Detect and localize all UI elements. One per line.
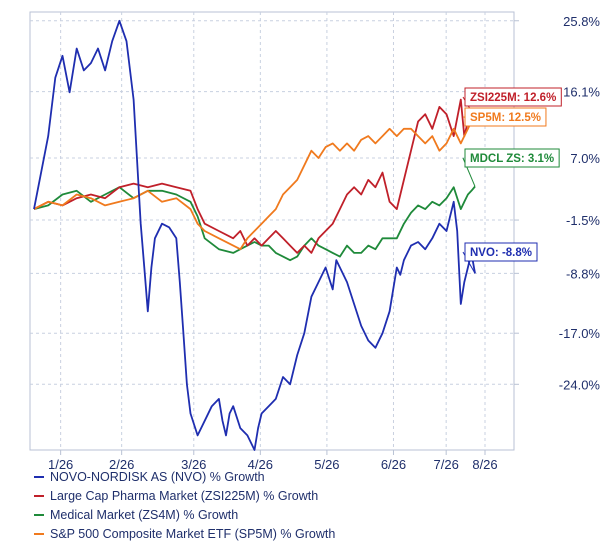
end-label-text: ZSI225M: 12.6% bbox=[470, 92, 556, 104]
legend-label: Medical Market (ZS4M) % Growth bbox=[50, 508, 238, 522]
x-tick-label: 1/26 bbox=[48, 457, 73, 472]
series-lines bbox=[33, 19, 476, 451]
legend-label: Large Cap Pharma Market (ZSI225M) % Grow… bbox=[50, 489, 318, 503]
series-line-0 bbox=[33, 19, 476, 451]
x-axis: 1/26 2/26 3/26 4/26 5/26 6/26 7/26 8/26 bbox=[48, 450, 498, 472]
x-tick-label: 7/26 bbox=[434, 457, 459, 472]
x-tick-label: 8/26 bbox=[472, 457, 497, 472]
end-label-0: NVO: -8.8% bbox=[462, 242, 538, 274]
plot-area bbox=[29, 11, 515, 451]
end-label-box bbox=[464, 87, 562, 107]
x-tick-label: 6/26 bbox=[381, 457, 406, 472]
end-label-3: SP5M: 12.5% bbox=[462, 107, 547, 127]
y-tick-label: -8.8% bbox=[566, 266, 600, 281]
series-line-1 bbox=[33, 98, 476, 254]
legend-label: NOVO-NORDISK AS (NVO) % Growth bbox=[50, 470, 265, 484]
legend: NOVO-NORDISK AS (NVO) % Growth Large Cap … bbox=[34, 470, 335, 541]
y-tick-label: 7.0% bbox=[570, 151, 600, 166]
end-label-text: NVO: -8.8% bbox=[470, 247, 532, 259]
grid bbox=[30, 12, 514, 450]
y-tick-label: 25.8% bbox=[563, 14, 600, 29]
y-tick-label: -1.5% bbox=[566, 213, 600, 228]
x-tick-label: 2/26 bbox=[109, 457, 134, 472]
y-axis: 25.8% 16.1% 7.0% -1.5% -8.8% -17.0% -24.0% bbox=[514, 14, 601, 392]
end-label-1: ZSI225M: 12.6% bbox=[462, 87, 562, 118]
end-label-box bbox=[464, 107, 547, 127]
end-label-2: MDCL ZS: 3.1% bbox=[462, 148, 560, 187]
end-label-box bbox=[464, 148, 560, 168]
y-tick-label: -17.0% bbox=[559, 326, 601, 341]
end-label-text: SP5M: 12.5% bbox=[470, 112, 541, 124]
y-tick-label: -24.0% bbox=[559, 377, 601, 392]
series-line-2 bbox=[33, 185, 476, 262]
x-tick-label: 5/26 bbox=[314, 457, 339, 472]
x-tick-label: 4/26 bbox=[248, 457, 273, 472]
end-label-box bbox=[464, 242, 538, 262]
end-label-text: MDCL ZS: 3.1% bbox=[470, 153, 554, 165]
x-tick-label: 3/26 bbox=[181, 457, 206, 472]
end-labels: NVO: -8.8% ZSI225M: 12.6% MDCL ZS: 3.1% SP5… bbox=[462, 87, 562, 274]
legend-label: S&P 500 Composite Market ETF (SP5M) % Gr… bbox=[50, 527, 335, 541]
y-tick-label: 16.1% bbox=[563, 85, 600, 100]
series-line-3 bbox=[33, 117, 476, 251]
